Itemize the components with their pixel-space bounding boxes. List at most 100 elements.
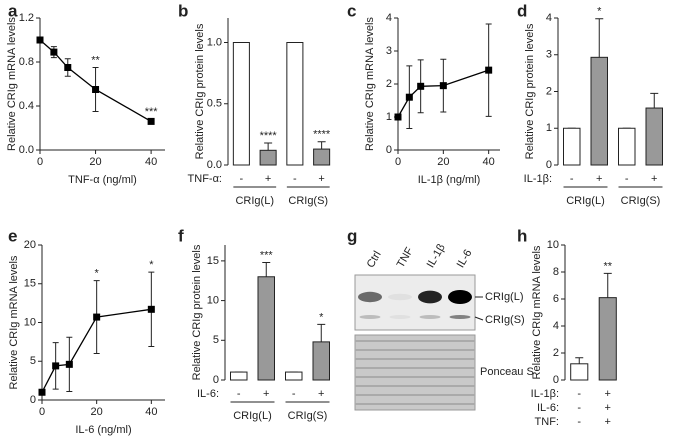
group-label: CRIg(S) xyxy=(621,195,661,207)
bar xyxy=(232,42,250,166)
condition-label: TNF-α: xyxy=(188,173,222,185)
group-label: CRIg(L) xyxy=(233,410,272,422)
y-tick-label: 1.0 xyxy=(207,36,222,48)
condition-sign: + xyxy=(651,173,657,185)
bar xyxy=(259,149,277,166)
band xyxy=(358,291,382,303)
point xyxy=(52,362,60,370)
y-axis-label: Relative CRIg mRNA levels xyxy=(8,255,20,389)
condition-sign: + xyxy=(605,402,611,414)
condition-sign: - xyxy=(570,173,574,185)
condition-sign: + xyxy=(318,388,324,400)
band xyxy=(449,315,471,319)
bar xyxy=(598,297,617,381)
y-tick-label: 5 xyxy=(30,355,36,367)
y-tick-label: 10 xyxy=(207,294,219,306)
point xyxy=(50,48,58,56)
y-tick-label: 1 xyxy=(546,122,552,134)
condition-sign: - xyxy=(237,388,241,400)
y-tick-label: 0.5 xyxy=(207,98,222,110)
band-label: CRIg(S) xyxy=(485,314,525,326)
band xyxy=(388,293,412,301)
y-tick-label: 15 xyxy=(207,255,219,267)
condition-label: IL-6: xyxy=(197,388,219,400)
y-tick-label: 0 xyxy=(386,144,392,156)
x-axis-label: IL-6 (ng/ml) xyxy=(75,424,131,436)
y-tick-label: 0.0 xyxy=(19,144,34,156)
y-tick-label: 2 xyxy=(386,78,392,90)
condition-sign: - xyxy=(625,173,629,185)
lane-label: IL-6 xyxy=(455,248,475,270)
x-tick-label: 0 xyxy=(395,156,401,168)
y-axis-label: Relative CRIg mRNA levels xyxy=(531,245,543,379)
panel-letter: f xyxy=(178,226,184,245)
y-tick-label: 3 xyxy=(386,45,392,57)
band xyxy=(418,290,442,304)
y-tick-label: 0 xyxy=(546,159,552,171)
y-axis-label: Relative CRIg protein levels xyxy=(194,23,206,159)
condition-label: TNF: xyxy=(535,416,559,428)
group-label: CRIg(S) xyxy=(288,195,328,207)
point xyxy=(485,66,493,74)
y-tick-label: 0.8 xyxy=(19,56,34,68)
bar xyxy=(285,371,303,381)
condition-sign: - xyxy=(577,416,581,428)
y-tick-label: 1 xyxy=(386,111,392,123)
x-axis-label: IL-1β (ng/ml) xyxy=(418,174,481,186)
group-label: CRIg(L) xyxy=(235,195,274,207)
band xyxy=(389,315,411,319)
y-tick-label: 3 xyxy=(546,49,552,61)
lane-label: TNF xyxy=(395,245,416,270)
leader xyxy=(474,316,484,321)
condition-label: IL-1β: xyxy=(524,173,552,185)
band xyxy=(419,315,441,319)
annotation: * xyxy=(597,6,602,18)
y-tick-label: 15 xyxy=(24,278,36,290)
y-tick-label: 4 xyxy=(553,320,559,332)
condition-sign: - xyxy=(577,388,581,400)
y-tick-label: 1.2 xyxy=(19,12,34,24)
stain-label: Ponceau S xyxy=(480,366,534,378)
y-tick-label: 20 xyxy=(24,239,36,251)
condition-sign: + xyxy=(263,388,269,400)
bar xyxy=(312,341,330,381)
x-tick-label: 20 xyxy=(89,156,101,168)
x-tick-label: 20 xyxy=(437,156,449,168)
band xyxy=(359,315,381,319)
annotation: * xyxy=(319,311,324,323)
condition-sign: + xyxy=(318,173,324,185)
annotation: *** xyxy=(260,249,274,261)
y-tick-label: 0 xyxy=(30,394,36,406)
group-label: CRIg(S) xyxy=(288,410,328,422)
y-tick-label: 0.0 xyxy=(207,159,222,171)
x-tick-label: 20 xyxy=(91,406,103,418)
lane-label: Ctrl xyxy=(365,249,384,270)
point xyxy=(439,82,447,90)
band-label: CRIg(L) xyxy=(485,291,524,303)
point xyxy=(92,86,100,93)
condition-sign: + xyxy=(605,416,611,428)
y-tick-label: 0 xyxy=(553,374,559,386)
condition-sign: + xyxy=(265,173,271,185)
bar xyxy=(286,42,304,166)
point xyxy=(405,93,413,101)
point xyxy=(394,113,402,121)
y-axis-label: Relative CRIg protein levels xyxy=(524,23,536,159)
y-tick-label: 2 xyxy=(553,347,559,359)
y-axis-label: Relative CRIg protein levels xyxy=(191,244,203,380)
point xyxy=(38,388,46,396)
panel-letter: e xyxy=(8,226,17,245)
y-tick-label: 0.4 xyxy=(19,100,34,112)
condition-sign: - xyxy=(292,388,296,400)
annotation: **** xyxy=(313,129,331,141)
condition-sign: - xyxy=(293,173,297,185)
bar xyxy=(313,148,331,166)
condition-label: IL-6: xyxy=(537,402,559,414)
band xyxy=(448,290,472,304)
x-tick-label: 0 xyxy=(37,156,43,168)
y-tick-label: 4 xyxy=(546,12,552,24)
y-axis-label: Relative CRIg mRNA levels xyxy=(364,17,376,151)
bar xyxy=(570,363,589,381)
annotation: *** xyxy=(145,106,159,118)
